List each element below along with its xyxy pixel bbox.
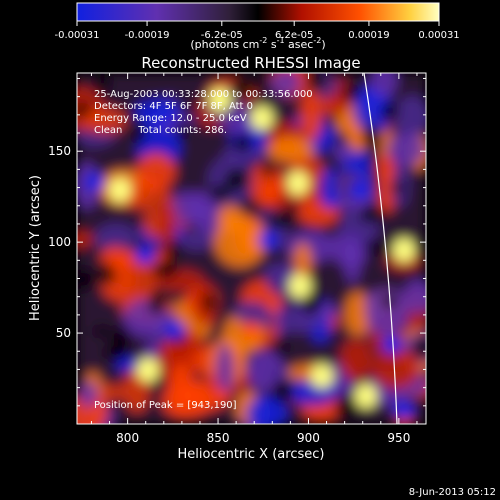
colorbar-tick-label: -0.00019 — [125, 30, 170, 41]
plot-title: Reconstructed RHESSI Image — [141, 54, 360, 72]
info-detectors: Detectors: 4F 5F 6F 7F 8F, Att 0 — [94, 101, 253, 112]
colorbar-tick-label: 6.2e-05 — [275, 30, 313, 41]
x-tick-label: 950 — [387, 431, 410, 445]
colorbar-units: (photons cm-2 s-1 asec-2) — [190, 36, 325, 51]
y-axis-label: Heliocentric Y (arcsec) — [28, 175, 43, 321]
x-tick-label: 900 — [297, 431, 320, 445]
info-time-range: 25-Aug-2003 00:33:28.000 to 00:33:56.000 — [94, 89, 313, 100]
y-tick-label: 150 — [48, 144, 71, 158]
colorbar — [76, 2, 440, 22]
solar-limb — [363, 73, 398, 424]
x-tick-label: 800 — [116, 431, 139, 445]
colorbar-ticks: -0.00031 -0.00019 -6.2e-05 6.2e-05 0.00019 0.… — [55, 21, 460, 41]
colorbar-tick-label: 0.00031 — [418, 30, 459, 41]
colorbar-tick-label: -6.2e-05 — [201, 30, 243, 41]
y-tick-label: 100 — [48, 235, 71, 249]
info-energy-range: Energy Range: 12.0 - 25.0 keV — [94, 113, 247, 124]
footer-timestamp: 8-Jun-2013 05:12 — [409, 487, 496, 498]
rhessi-image — [77, 73, 426, 424]
x-axis-label: Heliocentric X (arcsec) — [178, 447, 325, 462]
info-clean-counts: Clean Total counts: 286. — [94, 125, 227, 136]
axes: 800 850 900 950 50 100 150 — [48, 73, 426, 445]
colorbar-tick-label: 0.00019 — [348, 30, 389, 41]
plot-frame — [76, 72, 427, 425]
y-tick-label: 50 — [56, 326, 71, 340]
peak-position: Position of Peak = [943,190] — [94, 400, 237, 411]
x-tick-label: 850 — [207, 431, 230, 445]
colorbar-tick-label: -0.00031 — [55, 30, 100, 41]
